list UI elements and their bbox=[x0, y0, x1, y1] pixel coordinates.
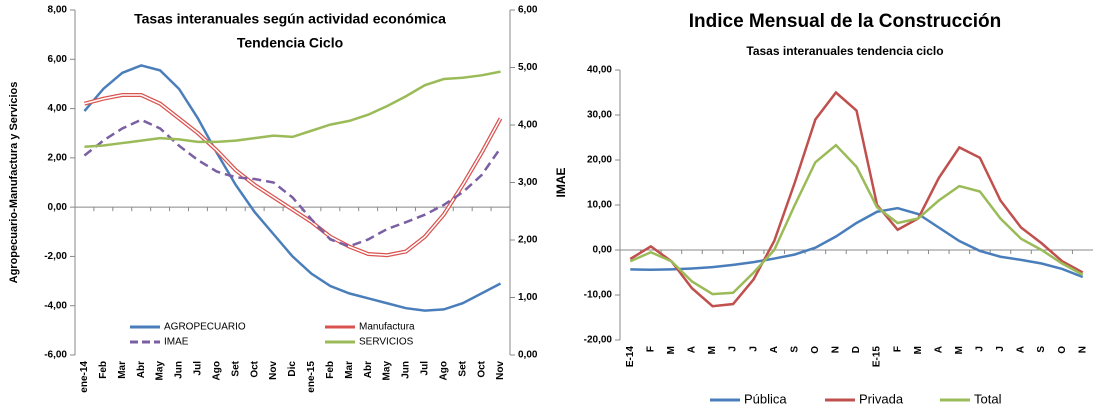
x-tick-label: Jun bbox=[174, 361, 185, 379]
y2-tick-label: 2,00 bbox=[518, 235, 538, 246]
x-tick-label: A bbox=[1016, 346, 1027, 353]
x-tick-label: Jul bbox=[193, 361, 204, 376]
y2-tick-label: 0,00 bbox=[518, 350, 538, 361]
y-tick-label: 0,00 bbox=[593, 245, 613, 256]
x-tick-label: M bbox=[913, 346, 924, 354]
chart-subtitle: Tasas interanuales tendencia ciclo bbox=[746, 44, 943, 58]
x-tick-label: S bbox=[789, 346, 800, 353]
x-tick-label: J bbox=[728, 346, 739, 352]
x-tick-label: Ago bbox=[438, 361, 449, 380]
x-tick-label: Nov bbox=[268, 361, 279, 380]
y-tick-label: -20,00 bbox=[584, 335, 613, 346]
y-tick-label: -4,00 bbox=[44, 300, 67, 311]
chart-title: Tasas interanuales según actividad econó… bbox=[134, 11, 446, 27]
legend-label: IMAE bbox=[164, 337, 189, 348]
x-tick-label: N bbox=[831, 346, 842, 353]
y2-tick-label: 5,00 bbox=[518, 62, 538, 73]
legend-label: Manufactura bbox=[359, 322, 415, 333]
y-tick-label: 6,00 bbox=[48, 54, 68, 65]
y-tick-label: -6,00 bbox=[44, 350, 67, 361]
y-tick-label: 4,00 bbox=[48, 103, 68, 114]
y-tick-label: 8,00 bbox=[48, 5, 68, 16]
x-tick-label: F bbox=[645, 346, 656, 352]
series-line-core bbox=[84, 94, 502, 256]
series-line bbox=[629, 90, 1084, 308]
y2-tick-label: 1,00 bbox=[518, 292, 538, 303]
x-tick-label: F bbox=[892, 346, 903, 352]
y2-tick-label: 3,00 bbox=[518, 177, 538, 188]
y-tick-label: 30,00 bbox=[587, 110, 612, 121]
chart-subtitle: Tendencia Ciclo bbox=[237, 35, 343, 51]
series-line bbox=[83, 93, 503, 258]
x-tick-label: E-14 bbox=[625, 346, 636, 368]
legend-label: Pública bbox=[744, 391, 787, 406]
x-tick-label: E-15 bbox=[872, 346, 883, 368]
x-tick-label: Set bbox=[457, 360, 468, 376]
y-tick-label: 2,00 bbox=[48, 152, 68, 163]
y-axis-title: Agropecuario-Manufactura y Servicios bbox=[8, 82, 20, 284]
series-line bbox=[630, 206, 1084, 279]
x-tick-label: Dic bbox=[287, 361, 298, 377]
x-tick-label: May bbox=[155, 361, 166, 381]
legend-label: Privada bbox=[859, 391, 904, 406]
x-tick-label: Abr bbox=[363, 361, 374, 378]
x-tick-label: A bbox=[769, 346, 780, 353]
x-tick-label: Abr bbox=[136, 361, 147, 378]
y-tick-label: 0,00 bbox=[48, 202, 68, 213]
x-tick-label: D bbox=[851, 346, 862, 353]
legend-label: AGROPECUARIO bbox=[164, 322, 246, 333]
y2-axis-title: IMAE bbox=[554, 168, 568, 198]
y-tick-label: -10,00 bbox=[584, 290, 613, 301]
y-tick-label: -2,00 bbox=[44, 251, 67, 262]
y-tick-label: 10,00 bbox=[587, 200, 612, 211]
x-tick-label: A bbox=[687, 346, 698, 353]
x-tick-label: M bbox=[707, 346, 718, 354]
x-tick-label: ene-14 bbox=[79, 361, 90, 393]
x-tick-label: Jun bbox=[401, 361, 412, 379]
x-tick-label: N bbox=[1077, 346, 1088, 353]
chart-title: Indice Mensual de la Construcción bbox=[689, 11, 1002, 32]
x-tick-label: A bbox=[933, 346, 944, 353]
series-line bbox=[84, 70, 501, 149]
x-tick-label: Mar bbox=[344, 361, 355, 379]
x-tick-label: Feb bbox=[325, 361, 336, 379]
x-tick-label: M bbox=[666, 346, 677, 354]
x-tick-label: Feb bbox=[98, 361, 109, 379]
series-line bbox=[629, 143, 1084, 296]
x-tick-label: Oct bbox=[476, 360, 487, 377]
legend-label: SERVICIOS bbox=[359, 337, 414, 348]
x-tick-label: Mar bbox=[117, 361, 128, 379]
x-tick-label: O bbox=[810, 346, 821, 354]
x-tick-label: May bbox=[382, 361, 393, 381]
x-tick-label: Nov bbox=[495, 361, 506, 380]
y2-tick-label: 4,00 bbox=[518, 120, 538, 131]
x-tick-label: Oct bbox=[249, 360, 260, 377]
x-tick-label: S bbox=[1036, 346, 1047, 353]
x-tick-label: Jul bbox=[420, 361, 431, 376]
y-tick-label: 20,00 bbox=[587, 155, 612, 166]
y-tick-label: 40,00 bbox=[587, 65, 612, 76]
x-tick-label: Set bbox=[230, 360, 241, 376]
series-line bbox=[83, 64, 502, 312]
x-tick-label: J bbox=[995, 346, 1006, 352]
legend-label: Total bbox=[974, 391, 1002, 406]
series-line bbox=[83, 118, 502, 248]
x-tick-label: J bbox=[748, 346, 759, 352]
x-tick-label: ene-15 bbox=[306, 361, 317, 393]
x-tick-label: Ago bbox=[211, 361, 222, 380]
x-tick-label: O bbox=[1057, 346, 1068, 354]
x-tick-label: M bbox=[954, 346, 965, 354]
y2-tick-label: 6,00 bbox=[518, 5, 538, 16]
x-tick-label: J bbox=[975, 346, 986, 352]
